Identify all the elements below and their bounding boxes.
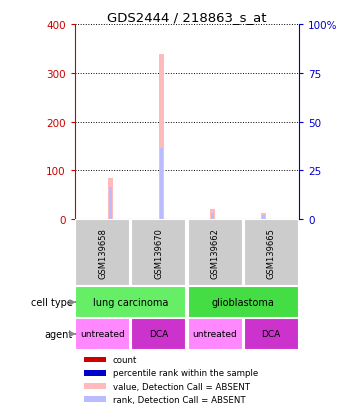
Bar bbox=[188, 287, 299, 318]
Bar bbox=[262, 215, 265, 220]
Text: GSM139670: GSM139670 bbox=[154, 228, 164, 278]
Bar bbox=[132, 220, 186, 287]
Text: untreated: untreated bbox=[81, 330, 125, 339]
Bar bbox=[75, 287, 186, 318]
Bar bbox=[244, 220, 299, 287]
Bar bbox=[84, 357, 106, 363]
Bar bbox=[84, 370, 106, 376]
Bar bbox=[132, 318, 186, 350]
Bar bbox=[211, 213, 214, 220]
Text: percentile rank within the sample: percentile rank within the sample bbox=[113, 368, 258, 377]
Text: DCA: DCA bbox=[149, 330, 169, 339]
Text: GSM139662: GSM139662 bbox=[210, 228, 220, 278]
Bar bbox=[109, 188, 112, 220]
Text: lung carcinoma: lung carcinoma bbox=[93, 297, 169, 307]
Bar bbox=[84, 396, 106, 402]
Text: count: count bbox=[113, 355, 137, 364]
Bar bbox=[75, 318, 130, 350]
Bar bbox=[159, 55, 164, 220]
Bar bbox=[188, 220, 242, 287]
Text: glioblastoma: glioblastoma bbox=[212, 297, 274, 307]
Bar bbox=[261, 214, 266, 220]
Bar bbox=[108, 178, 113, 220]
Text: GSM139665: GSM139665 bbox=[267, 228, 276, 278]
Bar bbox=[244, 318, 299, 350]
Title: GDS2444 / 218863_s_at: GDS2444 / 218863_s_at bbox=[107, 11, 267, 24]
Bar bbox=[84, 383, 106, 389]
Text: cell type: cell type bbox=[31, 297, 72, 307]
Bar bbox=[75, 220, 130, 287]
Text: GSM139658: GSM139658 bbox=[98, 228, 107, 278]
Text: agent: agent bbox=[44, 329, 72, 339]
Bar bbox=[188, 318, 242, 350]
Text: rank, Detection Call = ABSENT: rank, Detection Call = ABSENT bbox=[113, 395, 245, 404]
Text: untreated: untreated bbox=[193, 330, 237, 339]
Text: DCA: DCA bbox=[261, 330, 281, 339]
Text: value, Detection Call = ABSENT: value, Detection Call = ABSENT bbox=[113, 382, 250, 391]
Bar bbox=[210, 210, 215, 220]
Bar bbox=[160, 149, 163, 220]
